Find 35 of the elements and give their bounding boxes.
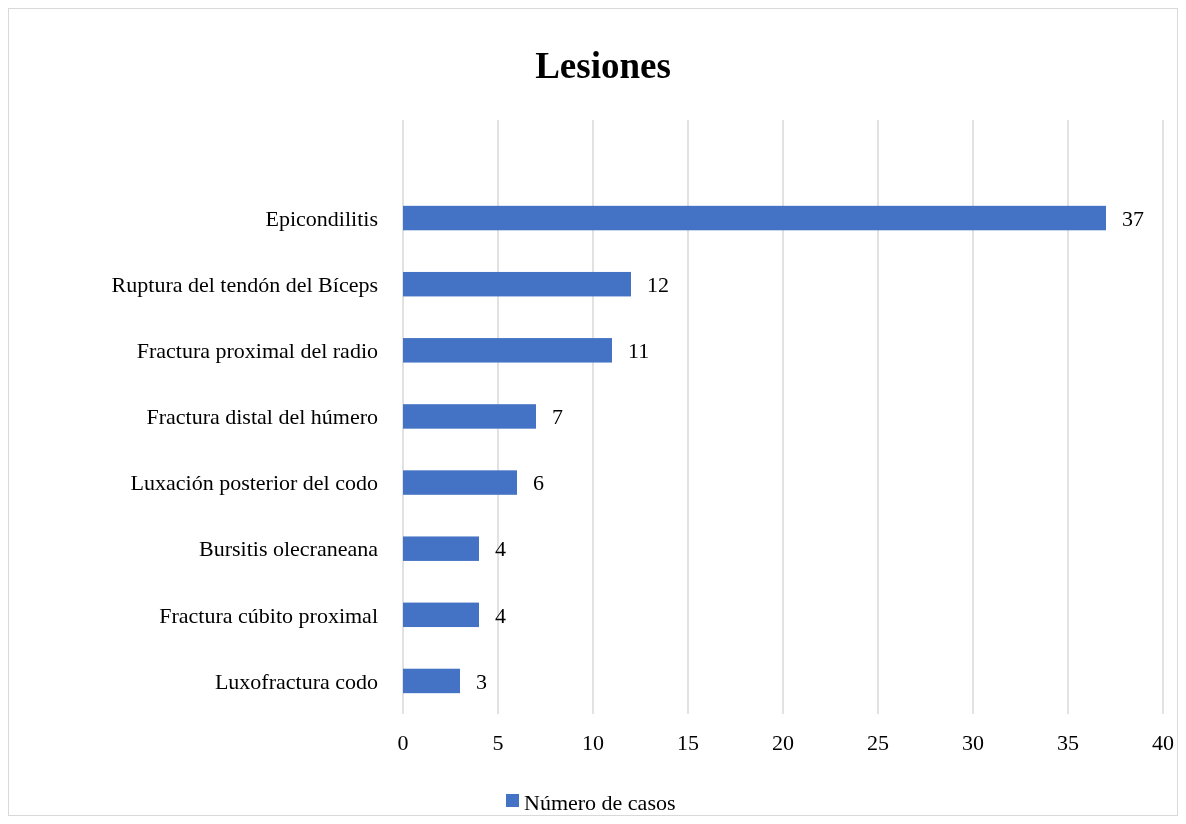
x-tick-label: 25	[867, 730, 889, 755]
y-tick-label: Bursitis olecraneana	[199, 536, 379, 562]
data-label: 4	[495, 536, 506, 562]
legend-label: Número de casos	[524, 789, 676, 815]
bar	[403, 602, 479, 628]
data-label: 6	[533, 470, 544, 496]
bar	[403, 668, 460, 694]
x-tick-label: 5	[492, 730, 504, 755]
bar	[403, 470, 517, 495]
data-label: 4	[495, 602, 506, 628]
x-tick-label: 20	[772, 730, 794, 755]
y-tick-label: Luxofractura codo	[214, 668, 378, 694]
y-tick-label: Fractura distal del húmero	[146, 404, 378, 430]
data-label: 37	[1122, 205, 1144, 231]
data-label: 3	[476, 668, 487, 694]
y-tick-label: Fractura proximal del radio	[136, 338, 378, 364]
y-tick-label: Luxación posterior del codo	[130, 470, 378, 496]
data-label: 12	[647, 271, 669, 297]
bar	[403, 338, 612, 363]
bar	[403, 271, 631, 297]
bar	[403, 404, 536, 429]
x-tick-label: 0	[397, 730, 409, 755]
x-tick-label: 15	[677, 730, 699, 755]
y-tick-label: Epicondilitis	[265, 205, 378, 231]
data-label: 7	[552, 404, 563, 430]
bar	[403, 205, 1106, 231]
y-tick-label: Fractura cúbito proximal	[159, 602, 378, 628]
x-tick-label: 30	[962, 730, 984, 755]
bar	[403, 536, 479, 561]
x-tick-label: 40	[1152, 730, 1174, 755]
x-tick-label: 10	[582, 730, 604, 755]
y-tick-label: Ruptura del tendón del Bíceps	[111, 271, 378, 297]
chart-title: Lesiones	[535, 45, 671, 86]
x-tick-label: 35	[1057, 730, 1079, 755]
data-label: 11	[628, 338, 650, 364]
